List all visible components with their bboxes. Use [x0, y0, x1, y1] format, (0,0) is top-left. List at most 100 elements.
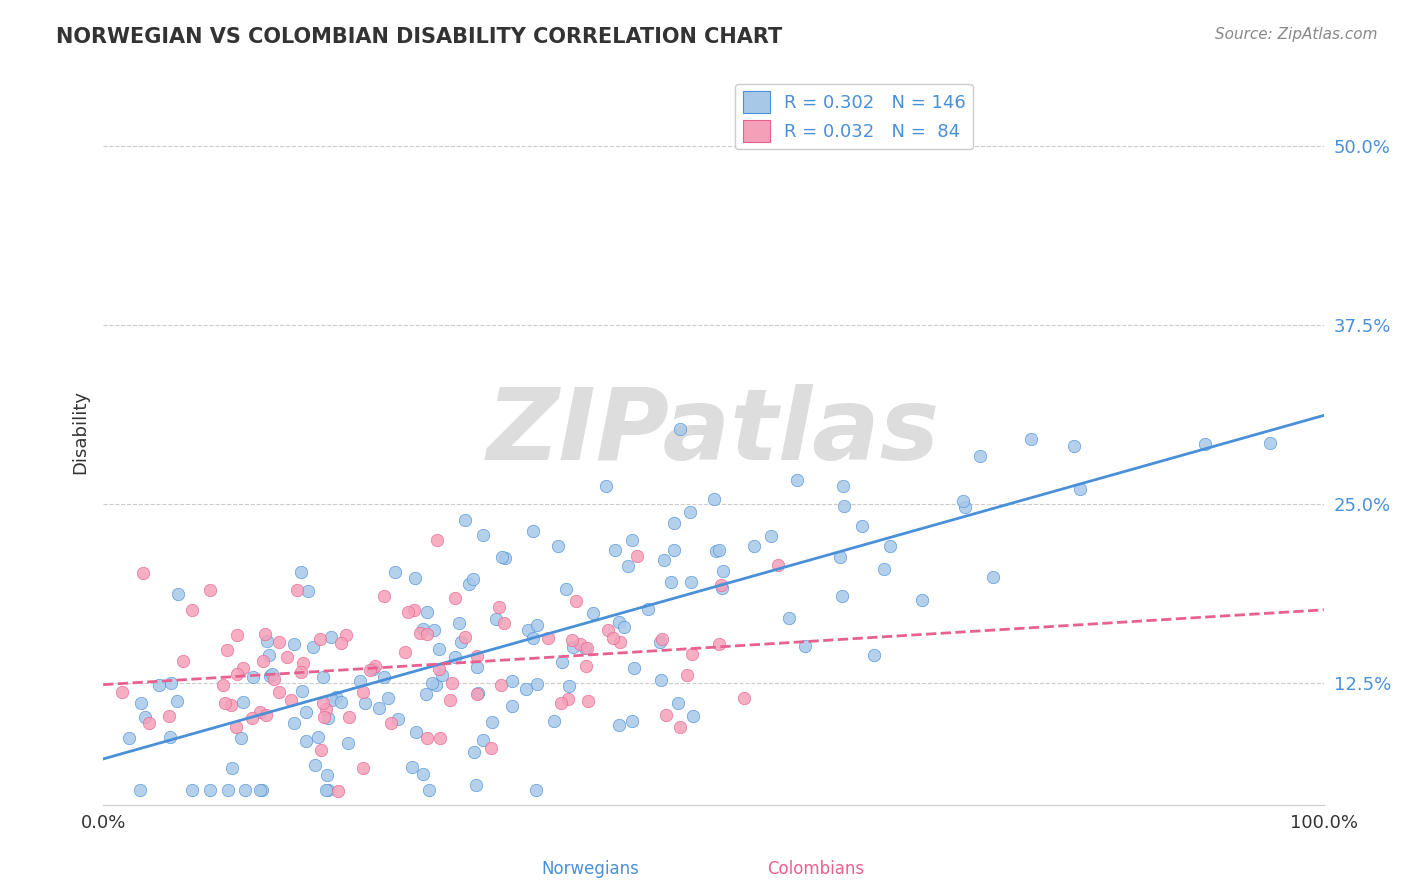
Colombians [467, 649, 489, 664]
Norwegians [547, 539, 569, 553]
Text: NORWEGIAN VS COLOMBIAN DISABILITY CORRELATION CHART: NORWEGIAN VS COLOMBIAN DISABILITY CORREL… [56, 27, 783, 46]
Colombians [269, 685, 291, 699]
Colombians [488, 600, 510, 615]
Colombians [429, 731, 451, 745]
Norwegians [336, 736, 359, 750]
Colombians [609, 635, 631, 649]
Norwegians [329, 695, 352, 709]
Norwegians [291, 684, 314, 698]
Norwegians [404, 571, 426, 585]
Colombians [569, 637, 592, 651]
Colombians [465, 687, 488, 701]
Norwegians [384, 565, 406, 579]
Colombians [364, 658, 387, 673]
Norwegians [652, 553, 675, 567]
Colombians [225, 720, 247, 734]
Norwegians [522, 524, 544, 538]
Colombians [252, 654, 274, 668]
Colombians [733, 690, 755, 705]
Colombians [172, 654, 194, 668]
Norwegians [778, 610, 800, 624]
Norwegians [952, 493, 974, 508]
Norwegians [581, 606, 603, 620]
Norwegians [134, 710, 156, 724]
Norwegians [457, 577, 479, 591]
Norwegians [517, 624, 540, 638]
Norwegians [315, 783, 337, 797]
Colombians [280, 692, 302, 706]
Norwegians [1019, 432, 1042, 446]
Norwegians [295, 734, 318, 748]
Norwegians [911, 592, 934, 607]
Norwegians [662, 543, 685, 558]
Norwegians [703, 491, 725, 506]
Colombians [214, 697, 236, 711]
Norwegians [681, 574, 703, 589]
Norwegians [148, 678, 170, 692]
Norwegians [198, 783, 221, 797]
Colombians [221, 698, 243, 713]
Norwegians [595, 479, 617, 493]
Colombians [138, 715, 160, 730]
Norwegians [863, 648, 886, 662]
Norwegians [1069, 482, 1091, 496]
Norwegians [472, 732, 495, 747]
Norwegians [711, 565, 734, 579]
Colombians [710, 578, 733, 592]
Colombians [232, 660, 254, 674]
Colombians [443, 591, 465, 605]
Norwegians [472, 528, 495, 542]
Norwegians [295, 705, 318, 719]
Colombians [254, 707, 277, 722]
Colombians [576, 694, 599, 708]
Norwegians [761, 529, 783, 543]
Norwegians [621, 533, 644, 547]
Norwegians [290, 565, 312, 579]
Colombians [676, 668, 699, 682]
Norwegians [711, 581, 734, 595]
Colombians [492, 616, 515, 631]
Text: Colombians: Colombians [766, 860, 865, 878]
Norwegians [969, 450, 991, 464]
Colombians [329, 636, 352, 650]
Norwegians [368, 700, 391, 714]
Norwegians [704, 544, 727, 558]
Colombians [290, 665, 312, 679]
Norwegians [166, 587, 188, 601]
Norwegians [420, 675, 443, 690]
Norwegians [447, 616, 470, 631]
Norwegians [249, 783, 271, 797]
Norwegians [377, 690, 399, 705]
Y-axis label: Disability: Disability [72, 390, 89, 475]
Norwegians [794, 639, 817, 653]
Norwegians [461, 572, 484, 586]
Colombians [426, 533, 449, 548]
Norwegians [603, 543, 626, 558]
Colombians [396, 605, 419, 619]
Text: Norwegians: Norwegians [541, 860, 640, 878]
Norwegians [851, 519, 873, 533]
Norwegians [416, 605, 439, 619]
Norwegians [637, 602, 659, 616]
Colombians [291, 656, 314, 670]
Norwegians [501, 698, 523, 713]
Text: Source: ZipAtlas.com: Source: ZipAtlas.com [1215, 27, 1378, 42]
Norwegians [648, 635, 671, 649]
Colombians [249, 706, 271, 720]
Colombians [575, 658, 598, 673]
Colombians [359, 663, 381, 677]
Norwegians [129, 783, 152, 797]
Norwegians [981, 570, 1004, 584]
Norwegians [166, 694, 188, 708]
Colombians [276, 649, 298, 664]
Norwegians [879, 539, 901, 553]
Colombians [315, 701, 337, 715]
Colombians [651, 632, 673, 646]
Colombians [212, 677, 235, 691]
Colombians [768, 558, 790, 572]
Norwegians [669, 422, 692, 436]
Norwegians [430, 668, 453, 682]
Norwegians [463, 745, 485, 759]
Norwegians [373, 670, 395, 684]
Norwegians [450, 635, 472, 649]
